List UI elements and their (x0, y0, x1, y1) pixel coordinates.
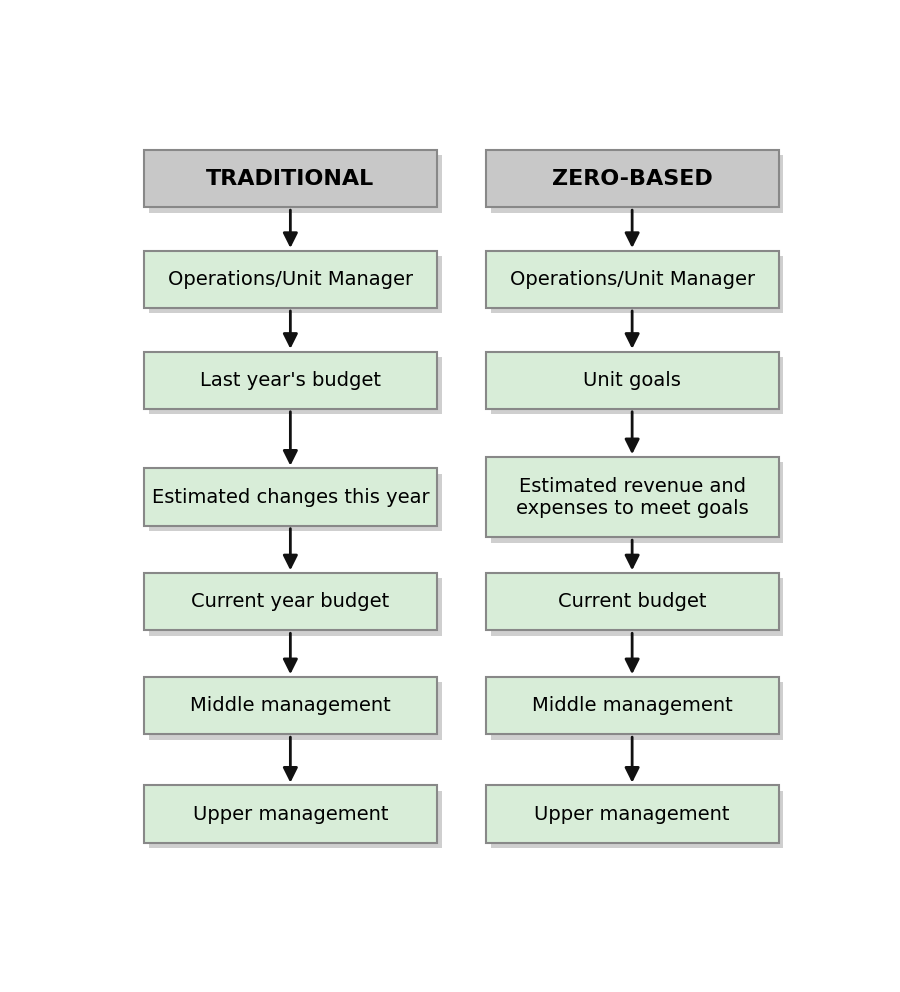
FancyBboxPatch shape (144, 251, 436, 309)
Text: Operations/Unit Manager: Operations/Unit Manager (167, 270, 413, 289)
FancyBboxPatch shape (486, 251, 778, 309)
FancyBboxPatch shape (486, 351, 778, 409)
FancyBboxPatch shape (491, 682, 784, 740)
FancyBboxPatch shape (148, 682, 442, 740)
Text: Upper management: Upper management (193, 805, 388, 823)
FancyBboxPatch shape (491, 156, 784, 212)
FancyBboxPatch shape (486, 677, 778, 734)
Text: Estimated changes this year: Estimated changes this year (151, 488, 429, 507)
FancyBboxPatch shape (486, 573, 778, 631)
FancyBboxPatch shape (144, 677, 436, 734)
FancyBboxPatch shape (144, 351, 436, 409)
FancyBboxPatch shape (148, 156, 442, 212)
Text: TRADITIONAL: TRADITIONAL (206, 169, 374, 188)
FancyBboxPatch shape (486, 150, 778, 207)
FancyBboxPatch shape (486, 457, 778, 538)
FancyBboxPatch shape (144, 573, 436, 631)
Text: Current budget: Current budget (558, 592, 706, 611)
FancyBboxPatch shape (144, 786, 436, 843)
FancyBboxPatch shape (148, 474, 442, 531)
Text: Unit goals: Unit goals (583, 371, 681, 390)
Text: Middle management: Middle management (190, 696, 391, 715)
FancyBboxPatch shape (148, 578, 442, 636)
FancyBboxPatch shape (491, 791, 784, 848)
FancyBboxPatch shape (491, 578, 784, 636)
Text: Last year's budget: Last year's budget (200, 371, 381, 390)
FancyBboxPatch shape (486, 786, 778, 843)
FancyBboxPatch shape (144, 468, 436, 526)
Text: Estimated revenue and
expenses to meet goals: Estimated revenue and expenses to meet g… (516, 476, 749, 518)
Text: Operations/Unit Manager: Operations/Unit Manager (509, 270, 755, 289)
Text: ZERO-BASED: ZERO-BASED (552, 169, 713, 188)
FancyBboxPatch shape (148, 791, 442, 848)
FancyBboxPatch shape (491, 357, 784, 415)
FancyBboxPatch shape (148, 357, 442, 415)
Text: Upper management: Upper management (535, 805, 730, 823)
FancyBboxPatch shape (491, 256, 784, 313)
Text: Current year budget: Current year budget (191, 592, 390, 611)
FancyBboxPatch shape (491, 462, 784, 543)
FancyBboxPatch shape (148, 256, 442, 313)
Text: Middle management: Middle management (532, 696, 733, 715)
FancyBboxPatch shape (144, 150, 436, 207)
